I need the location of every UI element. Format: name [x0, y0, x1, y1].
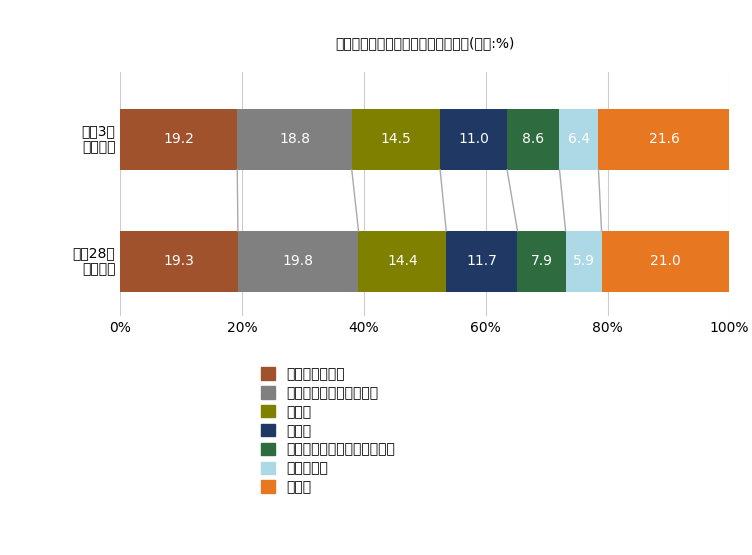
Bar [517, 231, 566, 292]
Text: 5.9: 5.9 [572, 254, 595, 269]
Bar [238, 231, 359, 292]
Bar [599, 109, 730, 170]
Legend: 卸売業、小売業, 宿泊業、飲食サービス業, 製造業, 建設業, 生活関連サービス業、娯楽業, 医療、福祉, その他: 卸売業、小売業, 宿泊業、飲食サービス業, 製造業, 建設業, 生活関連サービス… [261, 367, 395, 495]
Text: 8.6: 8.6 [522, 132, 544, 147]
Bar [120, 231, 238, 292]
Text: 11.7: 11.7 [466, 254, 497, 269]
Bar [559, 109, 599, 170]
Text: 19.2: 19.2 [163, 132, 194, 147]
Bar [507, 109, 559, 170]
Text: 19.8: 19.8 [283, 254, 314, 269]
Bar [440, 109, 507, 170]
Text: 14.4: 14.4 [387, 254, 417, 269]
Text: 21.0: 21.0 [650, 254, 681, 269]
Bar [120, 109, 238, 170]
Text: 14.5: 14.5 [381, 132, 411, 147]
Text: 19.3: 19.3 [164, 254, 195, 269]
Bar [602, 231, 729, 292]
Bar [352, 109, 440, 170]
Bar [359, 231, 446, 292]
Bar [446, 231, 517, 292]
Bar [238, 109, 352, 170]
Text: 21.6: 21.6 [649, 132, 680, 147]
Title: 産業大分類別事業所数の割合の推移(単位:%): 産業大分類別事業所数の割合の推移(単位:%) [335, 36, 514, 50]
Text: 11.0: 11.0 [458, 132, 489, 147]
Text: 6.4: 6.4 [568, 132, 590, 147]
Text: 18.8: 18.8 [279, 132, 310, 147]
Text: 7.9: 7.9 [530, 254, 553, 269]
Bar [566, 231, 602, 292]
